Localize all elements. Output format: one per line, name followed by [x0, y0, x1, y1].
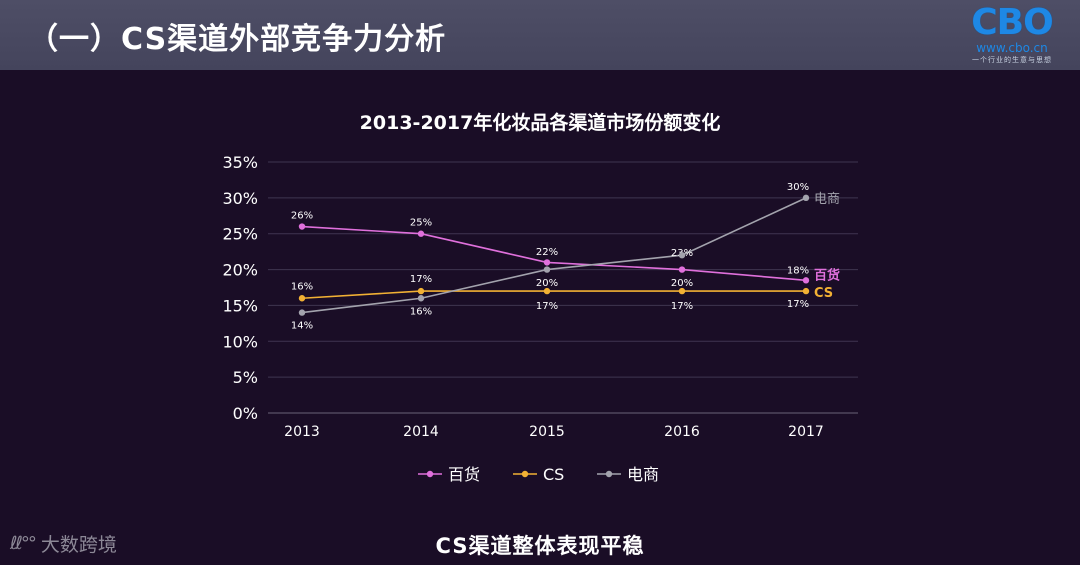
- y-tick-label: 30%: [222, 189, 258, 208]
- line-chart: 2013-2017年化妆品各渠道市场份额变化 0% 5% 10% 15% 20% 25% 30…: [222, 111, 858, 484]
- data-point: [298, 309, 306, 316]
- header-bar: （一）CS渠道外部竞争力分析 CBO www.cbo.cn 一个行业的生意与思想: [0, 0, 1080, 70]
- data-point: [543, 259, 551, 266]
- y-tick-label: 5%: [233, 368, 258, 387]
- data-point: [417, 230, 425, 237]
- data-point: [802, 194, 810, 202]
- data-point: [298, 295, 306, 302]
- y-tick-label: 15%: [222, 296, 258, 315]
- data-point: [678, 287, 686, 295]
- data-label: 17%: [787, 299, 809, 310]
- page-title: （一）CS渠道外部竞争力分析: [28, 22, 447, 57]
- legend-label: 电商: [627, 465, 659, 484]
- legend-swatch-marker: [521, 470, 529, 478]
- x-tick-label: 2013: [284, 424, 320, 440]
- cbo-logo[interactable]: CBO www.cbo.cn 一个行业的生意与思想: [964, 4, 1060, 65]
- data-point: [678, 252, 686, 259]
- data-point: [417, 287, 425, 295]
- series-line: [301, 290, 806, 300]
- x-tick-label: 2017: [788, 424, 824, 440]
- y-tick-label: 20%: [222, 261, 258, 280]
- data-label: 25%: [410, 218, 432, 229]
- y-tick-label: 0%: [233, 404, 258, 423]
- watermark-logo-icon: ℓℓ°°: [10, 533, 37, 554]
- series-end-label: 百货: [814, 267, 840, 283]
- logo-tagline: 一个行业的生意与思想: [972, 56, 1052, 64]
- y-tick-label: 25%: [222, 225, 258, 244]
- data-label: 22%: [536, 247, 558, 258]
- data-point: [543, 266, 551, 273]
- data-label: 26%: [291, 211, 313, 222]
- x-tick-label: 2016: [664, 424, 700, 440]
- data-point: [417, 295, 425, 302]
- data-point: [802, 277, 810, 284]
- data-label: 17%: [410, 274, 432, 285]
- data-point: [678, 266, 686, 273]
- data-point: [298, 223, 306, 230]
- data-label: 14%: [291, 321, 313, 332]
- series-end-label: 电商: [814, 192, 840, 207]
- data-label: 30%: [787, 182, 809, 193]
- series-end-label: CS: [814, 286, 833, 301]
- watermark-text: 大数跨境: [40, 534, 117, 556]
- y-tick-label: 35%: [222, 153, 258, 172]
- data-label: 16%: [291, 281, 313, 292]
- x-tick-label: 2015: [529, 424, 565, 440]
- chart-title: 2013-2017年化妆品各渠道市场份额变化: [360, 111, 721, 134]
- logo-brand: CBO: [971, 2, 1053, 43]
- data-label: 17%: [536, 301, 558, 312]
- legend-swatch-marker: [426, 470, 434, 478]
- data-point: [543, 287, 551, 295]
- x-tick-label: 2014: [403, 424, 439, 440]
- legend-swatch-marker: [605, 470, 613, 478]
- data-label: 20%: [671, 278, 693, 289]
- y-tick-label: 10%: [222, 332, 258, 351]
- legend-label: CS: [543, 465, 564, 484]
- data-point: [802, 287, 810, 295]
- logo-url: www.cbo.cn: [976, 41, 1048, 55]
- watermark: ℓℓ°° 大数跨境: [10, 530, 117, 557]
- data-label: 17%: [671, 301, 693, 312]
- data-label: 16%: [410, 306, 432, 317]
- legend-label: 百货: [448, 465, 480, 484]
- chart-caption: CS渠道整体表现平稳: [435, 534, 645, 558]
- data-label: 20%: [536, 278, 558, 289]
- data-label: 18%: [787, 265, 809, 276]
